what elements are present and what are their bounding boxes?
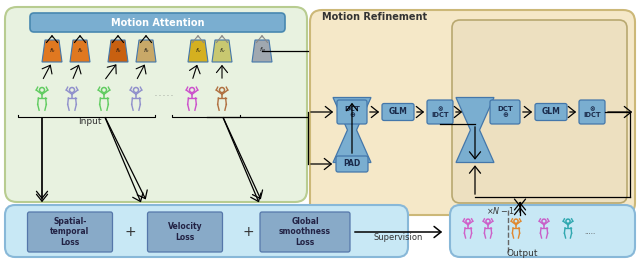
Text: $f_v$: $f_v$ bbox=[219, 47, 225, 55]
Text: +: + bbox=[242, 225, 254, 239]
Text: ⊗
IDCT: ⊗ IDCT bbox=[583, 106, 601, 118]
Polygon shape bbox=[252, 40, 272, 62]
Text: Global
smoothness
Loss: Global smoothness Loss bbox=[279, 217, 331, 246]
Text: Velocity
Loss: Velocity Loss bbox=[168, 223, 202, 242]
FancyBboxPatch shape bbox=[535, 103, 567, 120]
Text: Spatial-
temporal
Loss: Spatial- temporal Loss bbox=[51, 217, 90, 246]
Text: DCT
⊕: DCT ⊕ bbox=[497, 106, 513, 118]
Text: $f_k$: $f_k$ bbox=[77, 47, 83, 55]
Polygon shape bbox=[188, 40, 208, 62]
FancyBboxPatch shape bbox=[260, 212, 350, 252]
FancyBboxPatch shape bbox=[310, 10, 635, 215]
FancyBboxPatch shape bbox=[427, 100, 453, 124]
Polygon shape bbox=[333, 98, 371, 162]
Text: PAD: PAD bbox=[344, 159, 360, 168]
Text: $f_q$: $f_q$ bbox=[259, 46, 266, 56]
FancyBboxPatch shape bbox=[337, 100, 367, 124]
Text: Output: Output bbox=[506, 249, 538, 257]
Polygon shape bbox=[212, 40, 232, 62]
FancyBboxPatch shape bbox=[382, 103, 414, 120]
FancyBboxPatch shape bbox=[579, 100, 605, 124]
FancyBboxPatch shape bbox=[28, 212, 113, 252]
Text: Supervision: Supervision bbox=[373, 233, 422, 243]
Text: .....: ..... bbox=[584, 229, 596, 235]
FancyBboxPatch shape bbox=[147, 212, 223, 252]
Text: Input: Input bbox=[78, 118, 102, 127]
FancyBboxPatch shape bbox=[5, 205, 408, 257]
FancyBboxPatch shape bbox=[30, 13, 285, 32]
Polygon shape bbox=[42, 40, 62, 62]
FancyBboxPatch shape bbox=[490, 100, 520, 124]
Text: $\times N-1$: $\times N-1$ bbox=[486, 205, 515, 216]
Text: . . . . .: . . . . . bbox=[155, 93, 173, 98]
FancyBboxPatch shape bbox=[5, 7, 307, 202]
Polygon shape bbox=[108, 40, 128, 62]
Text: +: + bbox=[124, 225, 136, 239]
Polygon shape bbox=[136, 40, 156, 62]
Text: $f_k$: $f_k$ bbox=[115, 47, 122, 55]
Polygon shape bbox=[456, 98, 494, 162]
Text: $f_k$: $f_k$ bbox=[143, 47, 149, 55]
Text: DCT
⊕: DCT ⊕ bbox=[344, 106, 360, 118]
FancyBboxPatch shape bbox=[452, 20, 627, 203]
Text: $f_v$: $f_v$ bbox=[195, 47, 202, 55]
Polygon shape bbox=[70, 40, 90, 62]
FancyBboxPatch shape bbox=[336, 156, 368, 172]
Text: GLM: GLM bbox=[388, 107, 408, 116]
Text: Motion Refinement: Motion Refinement bbox=[322, 12, 427, 22]
Text: GLM: GLM bbox=[541, 107, 561, 116]
Text: $f_k$: $f_k$ bbox=[49, 47, 56, 55]
Text: Motion Attention: Motion Attention bbox=[111, 17, 204, 28]
FancyBboxPatch shape bbox=[450, 205, 635, 257]
Text: ⊗
IDCT: ⊗ IDCT bbox=[431, 106, 449, 118]
